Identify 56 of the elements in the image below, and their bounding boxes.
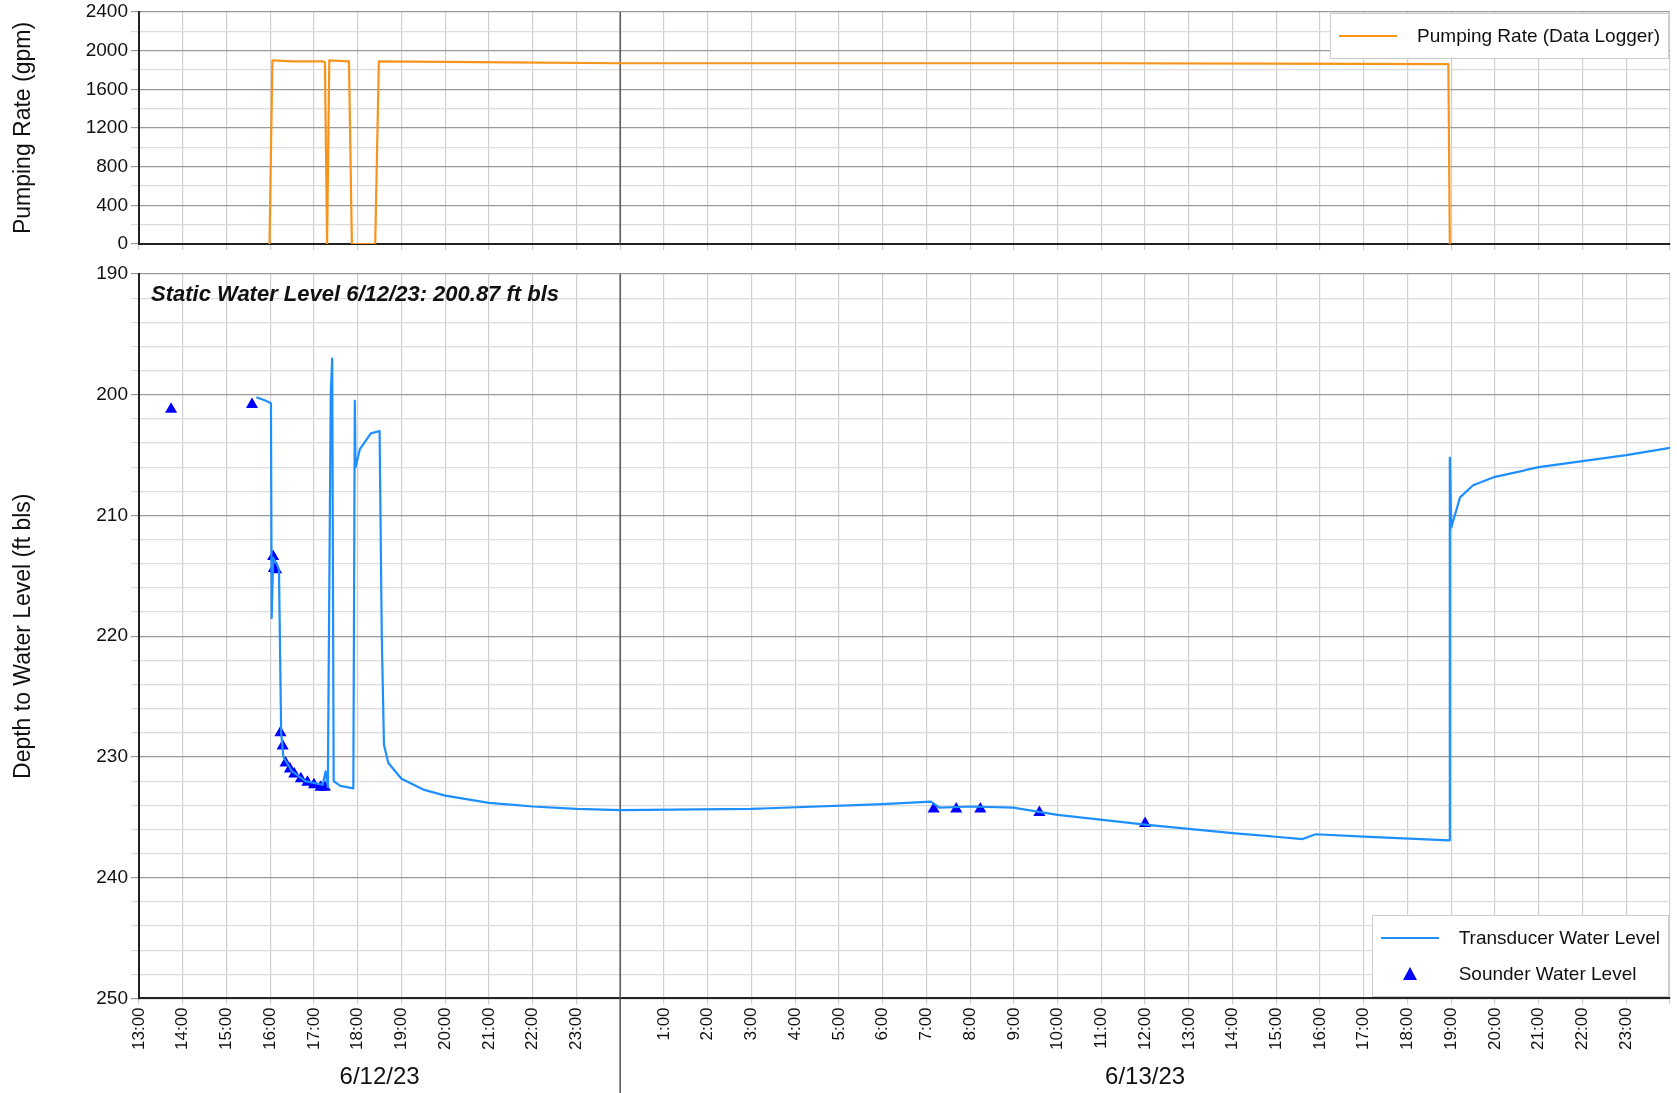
- x-tick-label: 12:00: [1134, 1007, 1154, 1051]
- x-tick-label: 15:00: [216, 1007, 236, 1051]
- x-tick-label: 5:00: [828, 1007, 848, 1041]
- x-tick-label: 17:00: [1353, 1007, 1373, 1051]
- legend-label: Sounder Water Level: [1458, 963, 1637, 986]
- x-tick-label: 20:00: [434, 1007, 454, 1051]
- y-tick-label: 2000: [85, 38, 128, 60]
- x-tick-label: 9:00: [1003, 1007, 1023, 1041]
- x-tick-label: 16:00: [259, 1007, 279, 1051]
- x-tick-label: 4:00: [784, 1007, 804, 1041]
- y-tick-label: 1200: [85, 116, 128, 138]
- x-tick-label: 20:00: [1484, 1007, 1504, 1051]
- x-tick-label: 6:00: [872, 1007, 892, 1041]
- x-tick-label: 18:00: [347, 1007, 367, 1051]
- x-tick-label: 10:00: [1047, 1007, 1067, 1051]
- x-tick-label: 7:00: [916, 1007, 936, 1041]
- y-tick-label: 220: [96, 624, 128, 646]
- y-tick-label: 0: [117, 232, 128, 254]
- x-tick-label: 8:00: [959, 1007, 979, 1041]
- x-tick-label: 22:00: [1572, 1007, 1592, 1051]
- x-tick-label: 19:00: [391, 1007, 411, 1051]
- y-tick-label: 200: [96, 382, 128, 404]
- x-tick-label: 21:00: [478, 1007, 498, 1051]
- x-tick-label: 13:00: [1178, 1007, 1198, 1051]
- x-tick-label: 3:00: [741, 1007, 761, 1041]
- x-tick-label: 22:00: [522, 1007, 542, 1051]
- y-tick-label: 400: [96, 193, 128, 215]
- y-tick-label: 230: [96, 745, 128, 767]
- x-tick-label: 14:00: [1222, 1007, 1242, 1051]
- y-tick-label: 2400: [85, 0, 128, 22]
- x-tick-label: 23:00: [1615, 1007, 1635, 1051]
- text: 6/12/23: [339, 1061, 420, 1089]
- x-tick-label: 17:00: [303, 1007, 323, 1051]
- x-tick-label: 1:00: [653, 1007, 673, 1041]
- y-tick-label: 1600: [85, 77, 128, 99]
- annotation: Static Water Level 6/12/23: 200.87 ft bls: [151, 281, 560, 307]
- text: 6/13/23: [1105, 1061, 1186, 1089]
- x-tick-label: 14:00: [172, 1007, 192, 1051]
- y-axis-title: Depth to Water Level (ft bls): [9, 493, 36, 779]
- x-tick-label: 11:00: [1091, 1007, 1111, 1049]
- x-tick-label: 16:00: [1309, 1007, 1329, 1051]
- x-tick-label: 21:00: [1528, 1007, 1548, 1051]
- y-tick-label: 240: [96, 865, 128, 887]
- x-tick-label: 2:00: [697, 1007, 717, 1041]
- y-tick-label: 800: [96, 154, 128, 176]
- x-tick-label: 13:00: [128, 1007, 148, 1051]
- legend-label: Transducer Water Level: [1458, 927, 1660, 950]
- x-tick-label: 18:00: [1397, 1007, 1417, 1051]
- y-tick-label: 250: [96, 986, 128, 1008]
- legend-label: Pumping Rate (Data Logger): [1417, 25, 1660, 47]
- x-tick-label: 15:00: [1266, 1007, 1285, 1051]
- x-tick-label: 23:00: [566, 1007, 586, 1051]
- y-tick-label: 190: [96, 262, 128, 284]
- x-tick-label: 19:00: [1440, 1007, 1460, 1051]
- y-axis-title: Pumping Rate (gpm): [9, 21, 36, 235]
- y-tick-label: 210: [96, 503, 128, 525]
